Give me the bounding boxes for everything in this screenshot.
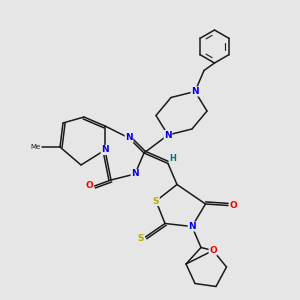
Text: Me: Me (30, 144, 40, 150)
Text: O: O (230, 201, 237, 210)
Text: N: N (131, 169, 139, 178)
Text: N: N (125, 134, 133, 142)
Text: N: N (188, 222, 196, 231)
Text: N: N (191, 87, 199, 96)
Text: S: S (153, 196, 159, 206)
Text: O: O (209, 246, 217, 255)
Text: H: H (169, 154, 176, 163)
Text: N: N (101, 146, 109, 154)
Text: N: N (164, 130, 172, 140)
Text: O: O (85, 182, 93, 190)
Text: S: S (138, 234, 144, 243)
